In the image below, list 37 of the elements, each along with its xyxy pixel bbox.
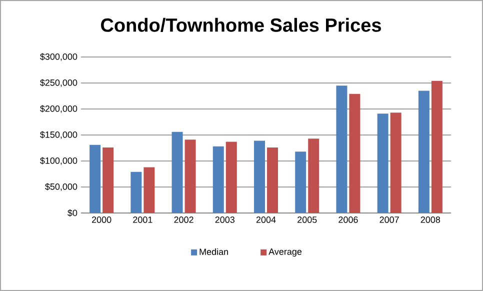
x-tick-label: 2007 xyxy=(380,216,399,223)
y-tick-label: $150,000 xyxy=(40,131,78,139)
y-tick-label: $250,000 xyxy=(40,79,78,87)
y-tick-label: $50,000 xyxy=(45,183,78,191)
bar xyxy=(390,112,402,213)
y-tick-label: $100,000 xyxy=(40,157,78,165)
chart-title: Condo/Townhome Sales Prices xyxy=(101,18,381,32)
bar xyxy=(102,147,114,213)
bar xyxy=(295,152,306,213)
legend-label: Median xyxy=(200,248,228,255)
bar xyxy=(90,144,101,213)
bar xyxy=(184,140,196,213)
bar xyxy=(377,114,388,213)
bar xyxy=(172,132,183,213)
legend-label: Average xyxy=(268,248,302,257)
bar xyxy=(336,86,348,213)
bar xyxy=(266,147,278,213)
bar xyxy=(308,138,320,213)
x-tick-label: 2005 xyxy=(298,216,317,223)
x-tick-label: 2000 xyxy=(92,216,112,223)
x-tick-label: 2001 xyxy=(133,216,152,223)
bar xyxy=(431,80,442,213)
bar xyxy=(144,167,155,213)
bar xyxy=(130,172,142,213)
bar xyxy=(254,140,265,213)
x-tick-label: 2004 xyxy=(256,216,276,223)
bar xyxy=(212,146,224,213)
x-tick-label: 2002 xyxy=(174,216,194,223)
bar xyxy=(418,90,430,213)
y-tick-label: $300,000 xyxy=(40,53,78,61)
x-tick-label: 2008 xyxy=(420,216,440,223)
y-tick-label: $0 xyxy=(68,209,78,217)
bar xyxy=(349,94,360,213)
y-tick-label: $200,000 xyxy=(40,105,78,113)
x-tick-label: 2003 xyxy=(215,216,234,223)
x-tick-label: 2006 xyxy=(338,216,358,223)
bar xyxy=(226,142,237,213)
